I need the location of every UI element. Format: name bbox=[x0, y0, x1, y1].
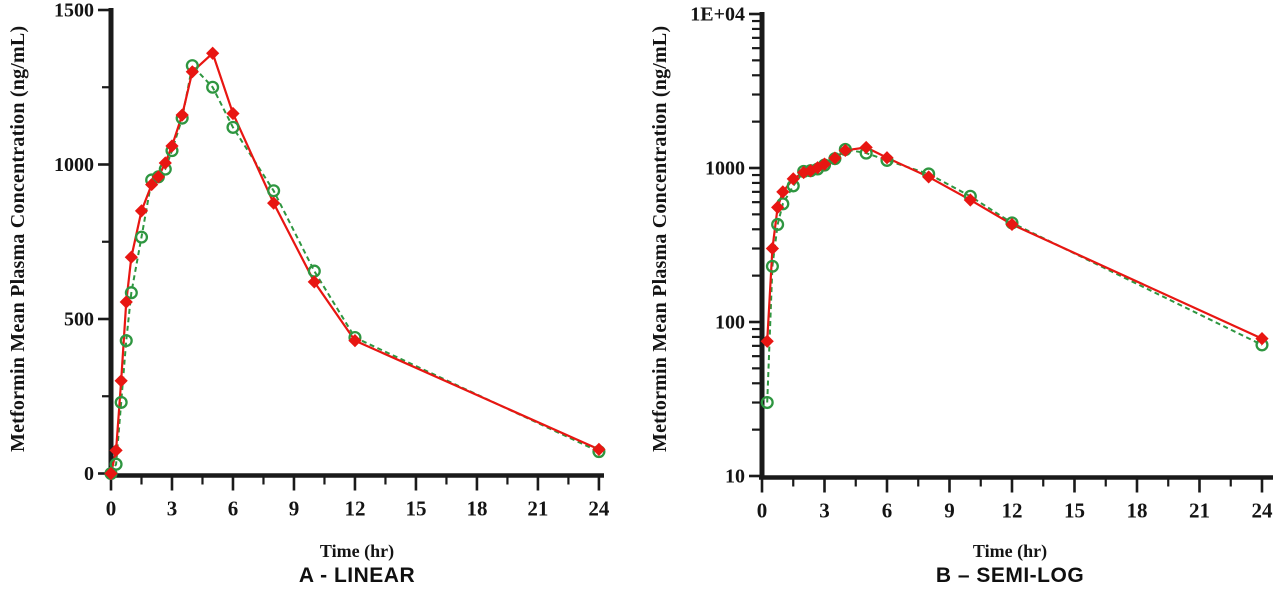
red-filled-diamond-marker bbox=[760, 334, 774, 348]
x-tick-label: 21 bbox=[1189, 499, 1210, 523]
red-filled-diamond-marker bbox=[226, 106, 240, 121]
panel-caption-semilog: B – SEMI-LOG bbox=[935, 564, 1085, 587]
semilog-chart: 10 100 1000 1E+04 0 3 6 9 12 15 18 21 24 bbox=[690, 4, 1273, 523]
linear-chart: 0 500 1000 1500 0 3 6 9 12 15 18 21 24 bbox=[54, 0, 610, 521]
y-axis-label-linear: Metformin Mean Plasma Concentration (ng/… bbox=[7, 25, 29, 452]
green-dashed-series-line bbox=[766, 148, 1263, 403]
x-tick-label: 18 bbox=[466, 497, 487, 521]
x-tick-label: 24 bbox=[1251, 499, 1273, 523]
red-filled-diamond-marker bbox=[880, 151, 894, 165]
red-filled-diamond-marker bbox=[165, 139, 179, 153]
red-filled-diamond-marker bbox=[145, 177, 159, 192]
x-tick-label: 0 bbox=[757, 499, 768, 523]
red-filled-diamond-marker bbox=[124, 250, 138, 264]
green-open-circle-marker bbox=[134, 230, 149, 244]
red-filled-diamond-marker bbox=[1255, 332, 1269, 346]
green-open-circle-marker bbox=[760, 395, 774, 410]
red-filled-diamond-marker bbox=[151, 170, 165, 184]
panel-caption-linear: A - LINEAR bbox=[298, 564, 416, 587]
red-filled-diamond-marker bbox=[267, 196, 281, 210]
x-tick-label: 24 bbox=[588, 497, 610, 521]
red-filled-diamond-marker bbox=[109, 443, 123, 457]
y-tick-label: 1000 bbox=[54, 154, 94, 176]
x-tick-label: 6 bbox=[228, 497, 239, 521]
x-tick-label: 6 bbox=[882, 499, 893, 523]
red-filled-diamond-marker bbox=[206, 46, 220, 60]
red-filled-diamond-marker bbox=[776, 185, 790, 199]
x-tick-label: 3 bbox=[819, 499, 830, 523]
x-axis-label-linear: Time (hr) bbox=[319, 541, 395, 561]
red-solid-series-line bbox=[766, 146, 1263, 342]
green-open-circle-marker bbox=[119, 334, 133, 348]
red-filled-diamond-marker bbox=[859, 140, 873, 155]
red-filled-diamond-marker bbox=[838, 143, 852, 158]
y-tick-label: 500 bbox=[64, 309, 94, 331]
red-filled-diamond-marker bbox=[592, 442, 606, 456]
green-open-circle-marker bbox=[109, 457, 123, 471]
green-dashed-series-line bbox=[110, 63, 600, 474]
y-tick-label: 1500 bbox=[54, 0, 94, 22]
red-filled-diamond-marker bbox=[963, 193, 977, 207]
x-tick-label: 9 bbox=[289, 497, 300, 521]
red-filled-diamond-marker bbox=[811, 161, 825, 175]
y-axis-label-semilog: Metformin Mean Plasma Concentration (ng/… bbox=[649, 25, 671, 452]
x-tick-label: 12 bbox=[1001, 499, 1022, 523]
x-axis-label-semilog: Time (hr) bbox=[972, 541, 1048, 561]
red-filled-diamond-marker bbox=[922, 170, 936, 184]
green-open-circle-marker bbox=[124, 286, 138, 300]
green-open-circle-marker bbox=[771, 217, 785, 231]
x-tick-label: 9 bbox=[944, 499, 955, 523]
x-tick-label: 3 bbox=[167, 497, 178, 521]
red-filled-diamond-marker bbox=[104, 466, 118, 481]
y-tick-label: 100 bbox=[715, 312, 745, 334]
red-filled-diamond-marker bbox=[786, 172, 800, 186]
green-open-circle-marker bbox=[307, 264, 321, 278]
red-filled-diamond-marker bbox=[817, 157, 832, 171]
red-filled-diamond-marker bbox=[185, 65, 199, 79]
red-filled-diamond-marker bbox=[119, 295, 133, 309]
x-tick-label: 12 bbox=[344, 497, 365, 521]
x-tick-label: 18 bbox=[1126, 499, 1147, 523]
y-tick-label: 10 bbox=[725, 466, 745, 488]
green-open-circle-marker bbox=[226, 120, 240, 134]
green-open-circle-marker bbox=[206, 80, 220, 94]
x-tick-label: 15 bbox=[1064, 499, 1085, 523]
red-filled-diamond-marker bbox=[348, 334, 362, 348]
y-tick-label: 1E+04 bbox=[690, 4, 745, 26]
red-filled-diamond-marker bbox=[771, 200, 785, 214]
red-filled-diamond-marker bbox=[765, 241, 780, 256]
red-filled-diamond-marker bbox=[1005, 217, 1019, 232]
y-tick-label: 0 bbox=[84, 463, 94, 485]
red-filled-diamond-marker bbox=[134, 204, 149, 218]
x-tick-label: 21 bbox=[527, 497, 548, 521]
red-filled-diamond-marker bbox=[175, 108, 189, 122]
y-tick-label: 1000 bbox=[705, 158, 745, 180]
green-open-circle-marker bbox=[267, 184, 281, 198]
x-tick-label: 0 bbox=[106, 497, 117, 521]
red-filled-diamond-marker bbox=[158, 156, 172, 170]
green-open-circle-marker bbox=[114, 395, 128, 409]
red-filled-diamond-marker bbox=[828, 151, 842, 165]
red-filled-diamond-marker bbox=[307, 275, 321, 289]
green-open-circle-marker bbox=[765, 259, 779, 273]
x-tick-label: 15 bbox=[405, 497, 426, 521]
red-filled-diamond-marker bbox=[114, 374, 128, 388]
